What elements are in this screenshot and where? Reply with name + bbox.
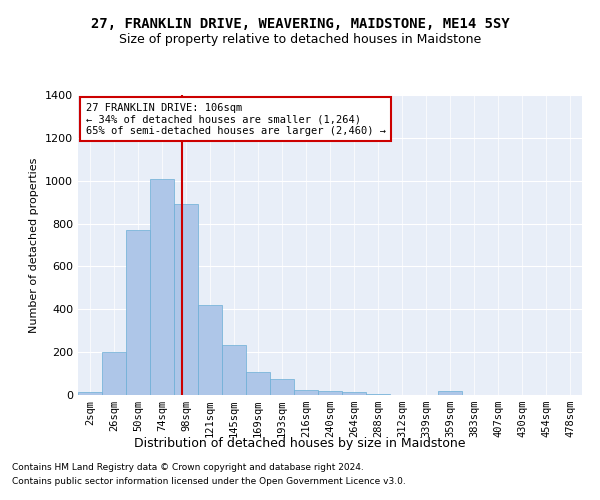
Bar: [78, 392, 102, 395]
Bar: [102, 352, 126, 395]
Y-axis label: Number of detached properties: Number of detached properties: [29, 158, 40, 332]
Bar: [294, 390, 318, 395]
Bar: [126, 230, 150, 395]
Bar: [270, 379, 294, 395]
Bar: [318, 390, 342, 395]
Bar: [174, 204, 198, 395]
Text: Contains HM Land Registry data © Crown copyright and database right 2024.: Contains HM Land Registry data © Crown c…: [12, 462, 364, 471]
Bar: [438, 390, 462, 395]
Bar: [150, 178, 174, 395]
Bar: [222, 344, 246, 395]
Text: Contains public sector information licensed under the Open Government Licence v3: Contains public sector information licen…: [12, 478, 406, 486]
Bar: [342, 392, 366, 395]
Bar: [366, 394, 390, 395]
Bar: [198, 305, 222, 395]
Bar: [246, 372, 270, 395]
Text: 27, FRANKLIN DRIVE, WEAVERING, MAIDSTONE, ME14 5SY: 27, FRANKLIN DRIVE, WEAVERING, MAIDSTONE…: [91, 18, 509, 32]
Text: 27 FRANKLIN DRIVE: 106sqm
← 34% of detached houses are smaller (1,264)
65% of se: 27 FRANKLIN DRIVE: 106sqm ← 34% of detac…: [86, 102, 386, 136]
Text: Size of property relative to detached houses in Maidstone: Size of property relative to detached ho…: [119, 32, 481, 46]
Text: Distribution of detached houses by size in Maidstone: Distribution of detached houses by size …: [134, 438, 466, 450]
